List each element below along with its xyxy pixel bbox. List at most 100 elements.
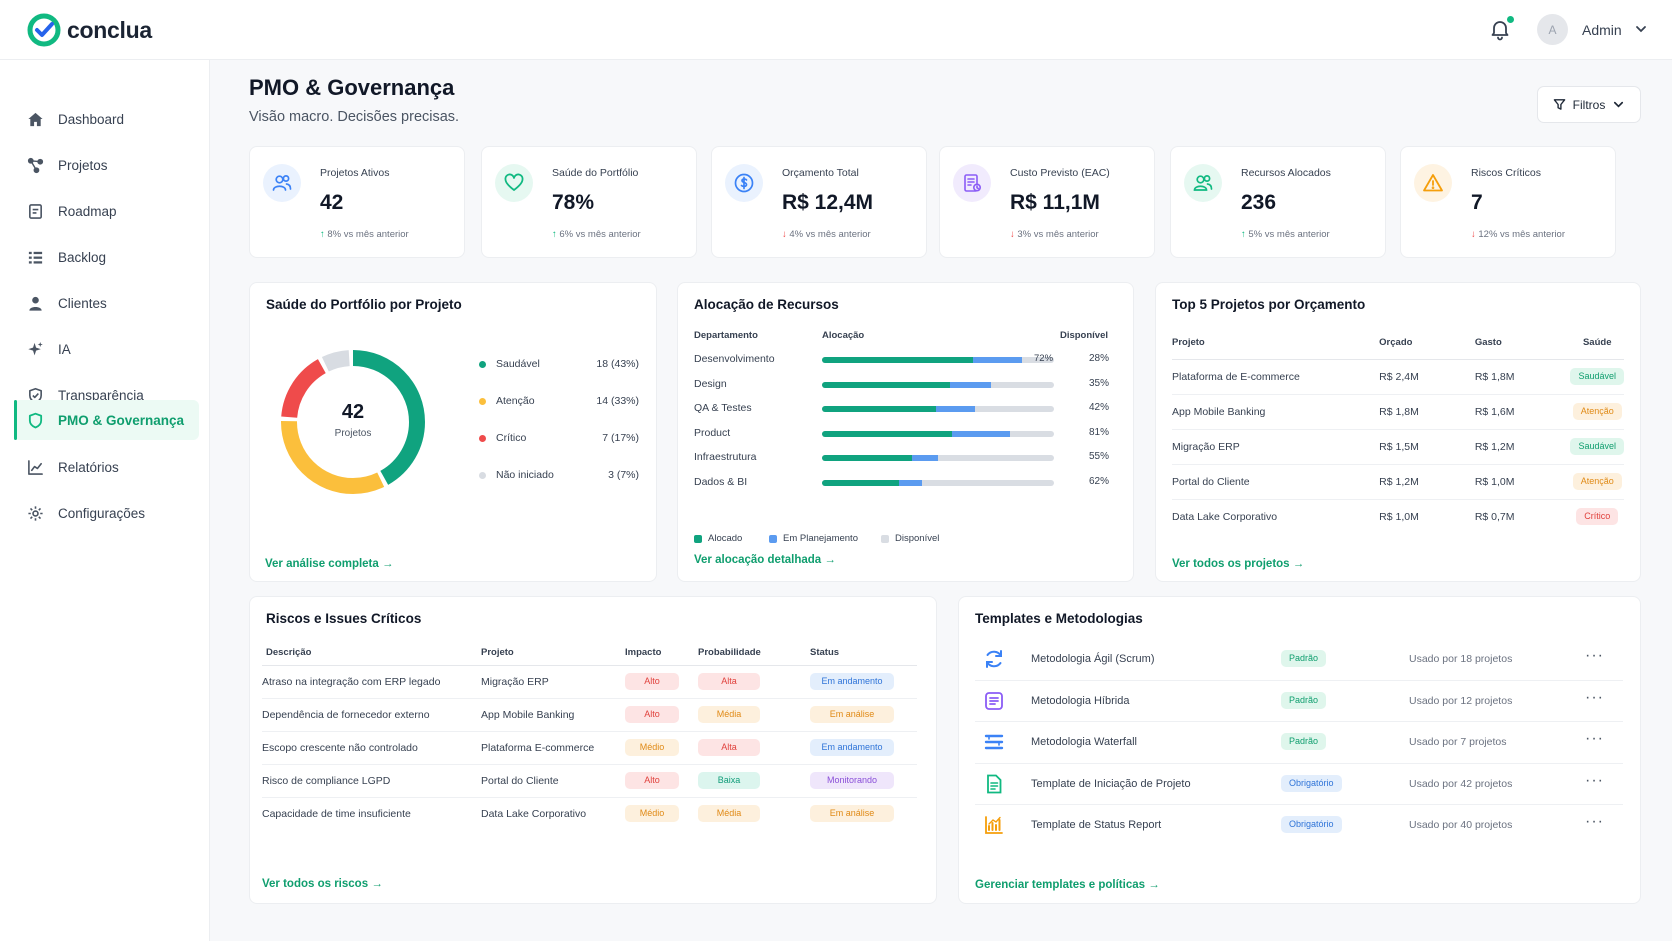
more-options-icon[interactable]: ··· — [1585, 771, 1604, 789]
filters-button[interactable]: Filtros — [1537, 86, 1641, 123]
sidebar: Dashboard Projetos Roadmap Backlog Clien… — [0, 60, 210, 941]
kpi-trend-text: 12% vs mês anterior — [1478, 229, 1565, 240]
col-header-status: Status — [810, 640, 917, 666]
table-row[interactable]: Dependência de fornecedor externo App Mob… — [262, 698, 917, 732]
table-row[interactable]: Atraso na integração com ERP legado Migra… — [262, 665, 917, 699]
legend-item-planejamento: Em Planejamento — [769, 533, 858, 544]
table-row[interactable]: Data Lake Corporativo R$ 1,0M R$ 0,7M Críti… — [1172, 499, 1624, 534]
sidebar-item-dashboard[interactable]: Dashboard — [14, 99, 199, 139]
budget-value: R$ 1,8M — [1379, 394, 1475, 430]
allocation-bar — [822, 381, 1054, 388]
col-header-orcado: Orçado — [1379, 326, 1475, 360]
top-bar: conclua A Admin — [0, 0, 1672, 60]
sidebar-item-projetos[interactable]: Projetos — [14, 145, 199, 185]
card-title: Top 5 Projetos por Orçamento — [1172, 297, 1366, 312]
user-name[interactable]: Admin — [1582, 22, 1622, 38]
allocation-row: Product 81% — [694, 427, 1109, 441]
probability-badge: Alta — [698, 739, 760, 756]
impact-cell: Alto — [625, 698, 698, 732]
spent-value: R$ 1,6M — [1474, 394, 1571, 430]
link-label: Gerenciar templates e políticas — [975, 879, 1146, 891]
col-header-descricao: Descrição — [262, 640, 481, 666]
allocation-row: Infraestrutura 55% — [694, 451, 1109, 465]
sidebar-item-label: Clientes — [58, 295, 107, 311]
kpi-card-custo-previsto[interactable]: Custo Previsto (EAC) R$ 11,1M ↓ 3% vs mê… — [939, 146, 1155, 258]
bar-planning — [912, 455, 938, 461]
more-options-icon[interactable]: ··· — [1585, 730, 1604, 748]
more-options-icon[interactable]: ··· — [1585, 688, 1604, 706]
health-cell: Atenção — [1570, 464, 1624, 500]
logo[interactable]: conclua — [27, 13, 152, 47]
chevron-down-icon[interactable] — [1634, 22, 1648, 36]
risk-description: Dependência de fornecedor externo — [262, 698, 481, 732]
home-icon — [28, 112, 43, 126]
impact-badge: Médio — [625, 739, 679, 756]
template-row[interactable]: Metodologia Híbrida Padrão Usado por 12 pr… — [975, 681, 1623, 723]
allocation-bar — [822, 455, 1054, 461]
all-projects-link[interactable]: Ver todos os projetos → — [1172, 558, 1304, 570]
avatar[interactable]: A — [1537, 14, 1568, 45]
kpi-card-recursos-alocados[interactable]: Recursos Alocados 236 ↑ 5% vs mês anteri… — [1170, 146, 1386, 258]
risk-description: Escopo crescente não controlado — [262, 731, 481, 765]
sidebar-item-pmo-governanca[interactable]: PMO & Governança — [14, 400, 199, 440]
status-badge: Em análise — [810, 706, 894, 723]
probability-badge: Média — [698, 706, 760, 723]
kpi-trend: ↑ 8% vs mês anterior — [320, 229, 409, 240]
health-cell: Saudável — [1570, 359, 1624, 395]
legend-name: Alocado — [708, 533, 743, 544]
template-name: Template de Status Report — [1031, 819, 1162, 832]
kpi-card-riscos-criticos[interactable]: Riscos Críticos 7 ↓ 12% vs mês anterior — [1400, 146, 1616, 258]
chart-icon — [28, 459, 43, 475]
all-risks-link[interactable]: Ver todos os riscos → — [262, 878, 383, 890]
template-row[interactable]: Template de Iniciação de Projeto Obrigató… — [975, 764, 1623, 806]
available-value: 42% — [1088, 402, 1109, 413]
bell-icon[interactable] — [1488, 17, 1512, 41]
more-options-icon[interactable]: ··· — [1585, 813, 1604, 831]
legend-swatch — [694, 534, 702, 543]
table-row[interactable]: Portal do Cliente R$ 1,2M R$ 1,0M Atenção — [1172, 464, 1624, 500]
sidebar-item-clientes[interactable]: Clientes — [14, 283, 199, 323]
card-title: Alocação de Recursos — [694, 297, 839, 312]
template-usage: Usado por 42 projetos — [1409, 777, 1513, 790]
kpi-card-orcamento-total[interactable]: Orçamento Total R$ 12,4M ↓ 4% vs mês ant… — [711, 146, 927, 258]
table-row[interactable]: Plataforma de E-commerce R$ 2,4M R$ 1,8M Sa… — [1172, 359, 1624, 395]
kpi-trend: ↓ 4% vs mês anterior — [782, 229, 871, 240]
table-row[interactable]: Capacidade de time insuficiente Data Lake… — [262, 797, 917, 830]
table-row[interactable]: Risco de compliance LGPD Portal do Client… — [262, 764, 917, 798]
kpi-label: Recursos Alocados — [1241, 167, 1331, 179]
more-options-icon[interactable]: ··· — [1585, 647, 1604, 664]
table-row[interactable]: App Mobile Banking R$ 1,8M R$ 1,6M Atenção — [1172, 394, 1624, 430]
sidebar-item-ia[interactable]: IA — [14, 329, 199, 369]
template-row[interactable]: Metodologia Ágil (Scrum) Padrão Usado por … — [975, 639, 1623, 681]
sidebar-item-configuracoes[interactable]: Configurações — [14, 493, 199, 533]
sidebar-item-roadmap[interactable]: Roadmap — [14, 191, 199, 231]
template-row[interactable]: Metodologia Waterfall Padrão Usado por 7 p… — [975, 722, 1623, 764]
sidebar-item-label: Backlog — [58, 249, 107, 265]
table-row[interactable]: Escopo crescente não controlado Plataform… — [262, 731, 917, 765]
sidebar-item-backlog[interactable]: Backlog — [14, 237, 199, 277]
legend-value: 7 (17%) — [602, 432, 639, 444]
budget-value: R$ 1,2M — [1379, 464, 1475, 500]
probability-badge: Alta — [698, 673, 760, 690]
legend-name: Saudável — [496, 358, 540, 370]
sidebar-item-relatorios[interactable]: Relatórios — [14, 447, 199, 487]
users-icon — [272, 175, 292, 191]
kpi-value: 42 — [320, 191, 344, 214]
legend-item-alocado: Alocado — [694, 533, 742, 544]
table-row[interactable]: Migração ERP R$ 1,5M R$ 1,2M Saudável — [1172, 429, 1624, 465]
allocation-detail-link[interactable]: Ver alocação detalhada → — [694, 554, 836, 566]
template-usage: Usado por 12 projetos — [1409, 694, 1513, 707]
backlog-icon — [28, 251, 43, 264]
legend-dot — [479, 361, 486, 368]
kpi-card-projetos-ativos[interactable]: Projetos Ativos 42 ↑ 8% vs mês anterior — [249, 146, 465, 258]
trend-up-icon: ↑ — [320, 229, 325, 240]
kpi-icon-wrap — [495, 164, 533, 202]
manage-templates-link[interactable]: Gerenciar templates e políticas → — [975, 879, 1160, 891]
donut-slice-1[interactable] — [281, 350, 425, 494]
donut-slice-0[interactable] — [281, 350, 425, 494]
table-header-row: Projeto Orçado Gasto Saúde — [1172, 326, 1624, 360]
kpi-card-saude-portfolio[interactable]: Saúde do Portfólio 78% ↑ 6% vs mês anter… — [481, 146, 697, 258]
portfolio-analysis-link[interactable]: Ver análise completa → — [265, 558, 394, 570]
risk-project: Data Lake Corporativo — [481, 807, 587, 820]
template-row[interactable]: Template de Status Report Obrigatório Usad… — [975, 805, 1623, 847]
